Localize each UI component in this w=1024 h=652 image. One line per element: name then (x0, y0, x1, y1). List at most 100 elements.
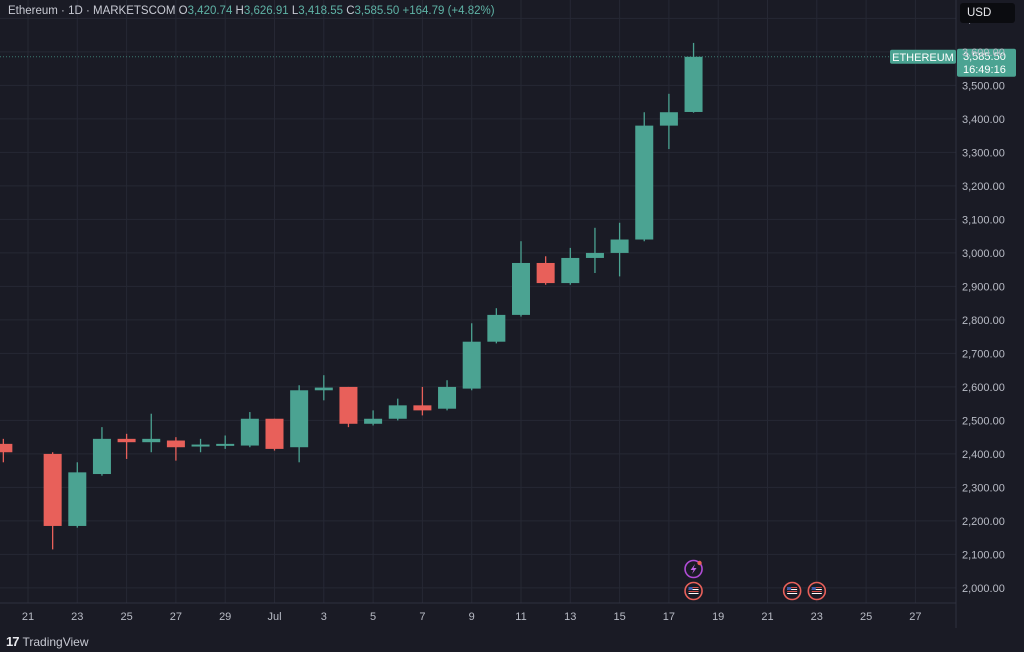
series-name-tag[interactable] (890, 49, 956, 64)
x-tick-label: 19 (712, 611, 724, 623)
candle-body (142, 438, 161, 443)
x-tick-label: 5 (370, 611, 376, 623)
candle[interactable] (438, 380, 457, 411)
last-price-tag[interactable] (957, 48, 1016, 77)
y-tick-label: 2,200.00 (962, 516, 1005, 528)
candle-body (487, 314, 506, 342)
x-tick-label: 17 (663, 611, 675, 623)
low-label: L (291, 5, 299, 17)
symbol-title[interactable]: Ethereum · 1D · MARKETSCOM (8, 5, 176, 17)
countdown-text: 16:49:16 (963, 64, 1006, 76)
candle[interactable] (659, 93, 678, 150)
candle[interactable] (364, 410, 383, 426)
candle[interactable] (684, 42, 703, 113)
us-flag-icon[interactable] (782, 581, 802, 601)
x-tick-label: 29 (219, 611, 231, 623)
candle-body (413, 405, 432, 411)
series-name-text: ETHEREUM (892, 52, 954, 64)
us-flag-icon[interactable] (684, 581, 703, 601)
open-label: O (178, 5, 188, 17)
candle[interactable] (314, 375, 333, 401)
y-tick-label: 2,000.00 (962, 583, 1005, 595)
candle[interactable] (265, 418, 284, 451)
candle-body (364, 418, 383, 424)
candle[interactable] (92, 427, 111, 476)
candle-body (68, 472, 87, 526)
tradingview-logo-icon: 17 (6, 634, 20, 649)
brand-name: TradingView (22, 634, 89, 649)
lightning-icon[interactable] (684, 559, 703, 579)
high-value: 3,626.91 (243, 5, 289, 17)
candle[interactable] (561, 247, 580, 285)
x-tick-label: 11 (515, 611, 526, 623)
candle[interactable] (585, 227, 604, 274)
candle[interactable] (487, 308, 506, 344)
chart-grid (0, 0, 956, 603)
y-tick-label: 2,900.00 (962, 281, 1005, 293)
candle-body (536, 262, 555, 284)
candle[interactable] (0, 438, 13, 463)
y-tick-label: 2,700.00 (962, 348, 1005, 360)
candle-body (610, 239, 629, 253)
tradingview-logo[interactable]: 17 TradingView (6, 634, 89, 649)
candle[interactable] (610, 222, 629, 277)
candle[interactable] (216, 435, 235, 449)
candle[interactable] (635, 112, 654, 242)
candle[interactable] (413, 386, 432, 416)
last-price-text: 3,585.50 (963, 51, 1006, 63)
candle-body (438, 386, 457, 409)
candle-body (191, 444, 210, 447)
candle-body (512, 262, 530, 315)
candle-body (462, 341, 481, 389)
candle-body (684, 56, 703, 112)
candle[interactable] (462, 323, 481, 391)
candle-body (265, 418, 284, 449)
candle[interactable] (43, 452, 62, 550)
x-axis: 21 23 25 27 29 Jul 3 5 7 9 11 13 15 17 19 21 23 25 27 (22, 611, 922, 623)
candle-body (0, 443, 13, 453)
y-tick-label: 2,400.00 (962, 449, 1005, 461)
y-axis: 2,000.00 2,100.00 2,200.00 2,300.00 2,400.00… (962, 13, 1005, 595)
candle[interactable] (240, 412, 259, 448)
close-value: 3,585.50 (354, 5, 400, 17)
high-label: H (235, 5, 244, 17)
y-tick-label: 3,600.00 (962, 47, 1005, 59)
x-tick-label: 25 (860, 611, 872, 623)
open-value: 3,420.74 (187, 5, 233, 17)
x-tick-label: 21 (761, 611, 773, 623)
candle-body (635, 125, 654, 240)
y-tick-label: 3,000.00 (962, 248, 1005, 260)
candle[interactable] (166, 437, 185, 461)
x-tick-label: 15 (613, 611, 625, 623)
candle-body (561, 257, 580, 284)
candles-layer (0, 42, 703, 550)
y-tick-label: 2,600.00 (962, 382, 1005, 394)
x-tick-label: 23 (71, 611, 83, 623)
y-tick-label: 3,100.00 (962, 214, 1005, 226)
currency-button[interactable]: USD (960, 3, 1015, 23)
candle[interactable] (117, 433, 136, 459)
candle[interactable] (191, 438, 210, 453)
candle[interactable] (290, 385, 309, 463)
x-tick-label: 9 (469, 611, 475, 623)
y-tick-label: 2,300.00 (962, 482, 1005, 494)
candle-body (314, 387, 333, 391)
x-tick-label: 13 (564, 611, 576, 623)
x-tick-label: 3 (321, 611, 327, 623)
candle-body (240, 418, 259, 446)
candle[interactable] (68, 462, 87, 528)
x-tick-label: 21 (22, 611, 34, 623)
y-tick-label: 2,800.00 (962, 315, 1005, 327)
candle[interactable] (512, 241, 530, 317)
candle-body (388, 405, 407, 419)
us-flag-icon[interactable] (807, 581, 827, 601)
candle[interactable] (142, 413, 161, 453)
y-tick-label: 3,500.00 (962, 80, 1005, 92)
x-tick-label: 7 (419, 611, 425, 623)
candle[interactable] (388, 398, 407, 421)
candle[interactable] (339, 386, 358, 428)
candle[interactable] (536, 256, 555, 285)
candle-body (92, 438, 111, 475)
